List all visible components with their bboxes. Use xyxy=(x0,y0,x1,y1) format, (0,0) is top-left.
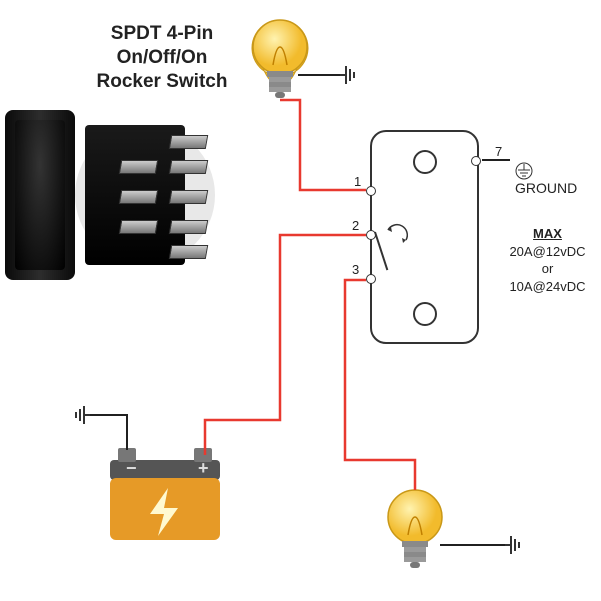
switch-schematic xyxy=(370,130,479,344)
switch-photo xyxy=(5,110,75,280)
ground-label: GROUND xyxy=(515,162,577,196)
max-ratings: MAX 20A@12vDC or 10A@24vDC xyxy=(500,225,595,295)
bulb-top-icon xyxy=(245,15,315,110)
title-line1: SPDT 4-Pin xyxy=(111,23,213,44)
pin-7-label: 7 xyxy=(495,144,502,159)
toggle-arrow-icon xyxy=(384,222,414,252)
pin-1-label: 1 xyxy=(354,174,361,189)
bulb-bottom-icon xyxy=(380,485,450,580)
ground-symbol-icon xyxy=(515,162,533,180)
battery-icon: − + xyxy=(100,440,230,555)
title-line3: Rocker Switch xyxy=(97,71,228,92)
pin-3-label: 3 xyxy=(352,262,359,277)
switch-terminals xyxy=(75,115,205,275)
svg-text:−: − xyxy=(126,458,137,478)
diagram-title: SPDT 4-Pin On/Off/On Rocker Switch xyxy=(72,22,252,93)
pin-2-label: 2 xyxy=(352,218,359,233)
title-line2: On/Off/On xyxy=(117,47,208,68)
svg-text:+: + xyxy=(198,458,209,478)
